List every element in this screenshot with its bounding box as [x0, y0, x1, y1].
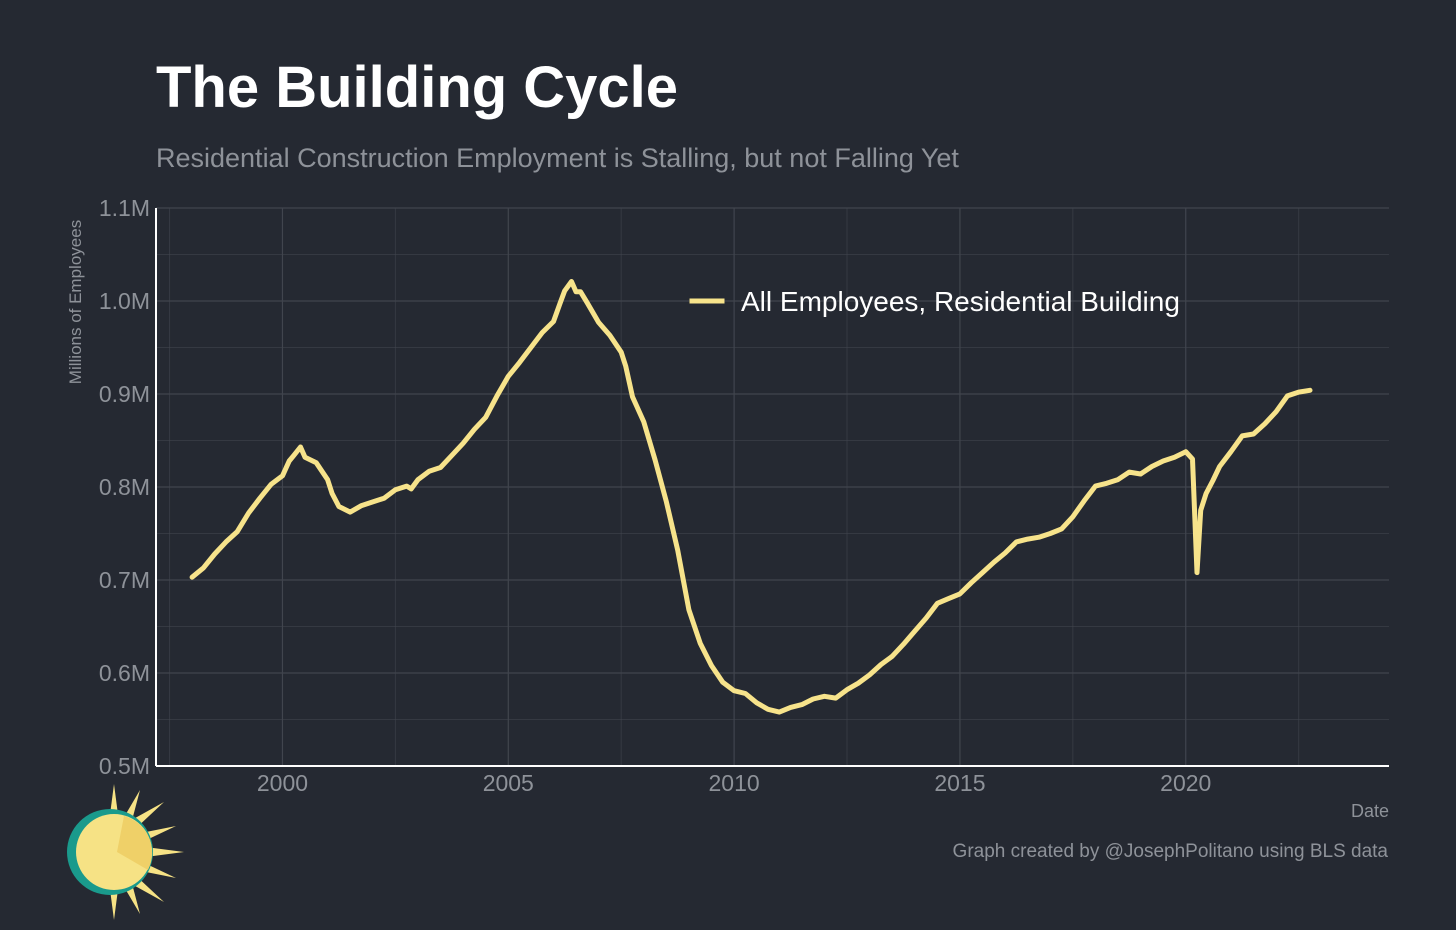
source-caption: Graph created by @JosephPolitano using B… — [952, 841, 1388, 862]
x-tick-label: 2015 — [934, 770, 985, 796]
chart-subtitle: Residential Construction Employment is S… — [156, 143, 959, 173]
y-tick-label: 0.6M — [99, 660, 150, 686]
y-tick-label: 0.8M — [99, 474, 150, 500]
x-tick-label: 2000 — [257, 770, 308, 796]
chart-title: The Building Cycle — [156, 55, 679, 120]
y-tick-label: 0.9M — [99, 381, 150, 407]
series-line — [189, 279, 1313, 715]
x-tick-label: 2005 — [483, 770, 534, 796]
x-tick-label: 2020 — [1160, 770, 1211, 796]
sun-logo-icon — [67, 784, 184, 920]
y-tick-label: 1.1M — [99, 195, 150, 221]
y-tick-label: 1.0M — [99, 288, 150, 314]
y-axis-title: Millions of Employees — [66, 220, 85, 384]
x-axis-title: Date — [1351, 801, 1389, 821]
x-tick-label: 2010 — [709, 770, 760, 796]
y-tick-label: 0.5M — [99, 753, 150, 779]
legend-label: All Employees, Residential Building — [741, 286, 1180, 317]
y-tick-label: 0.7M — [99, 567, 150, 593]
